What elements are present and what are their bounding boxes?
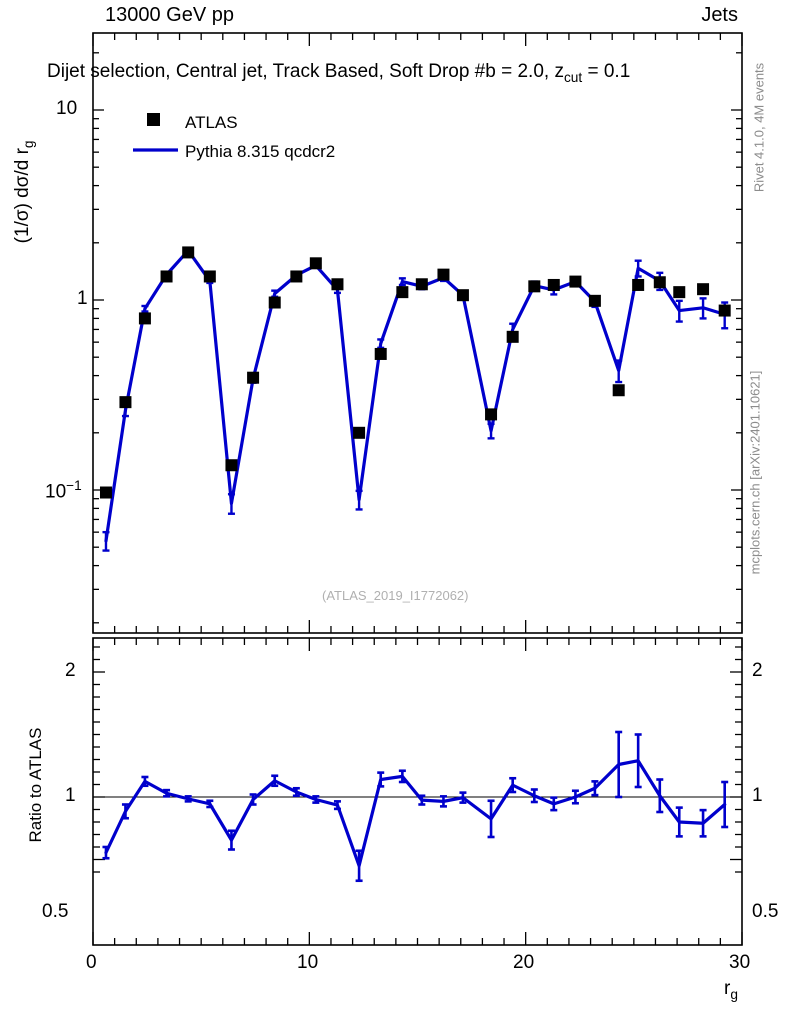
ratio-ytick-label-1-right: 1 xyxy=(752,785,763,806)
main-panel-frame xyxy=(92,32,743,634)
ratio-ytick-label-0.5-right: 0.5 xyxy=(752,901,779,922)
atlas-main-markers xyxy=(99,246,731,499)
legend-label-pythia: Pythia 8.315 qcdcr2 xyxy=(185,142,336,161)
legend-marker-atlas xyxy=(147,113,160,126)
x-axis-label-text: r xyxy=(724,978,731,999)
x-axis-label: rg xyxy=(724,978,738,1002)
ratio-ytick-label-0.5-left: 0.5 xyxy=(42,901,69,922)
xtick-label-30: 30 xyxy=(729,952,751,973)
legend-label-atlas: ATLAS xyxy=(185,113,238,132)
ratio-ytick-label-2-right: 2 xyxy=(752,660,763,681)
plot-title: Dijet selection, Central jet, Track Base… xyxy=(47,61,630,85)
xtick-label-20: 20 xyxy=(513,952,535,973)
plot-title-main: Dijet selection, Central jet, Track Base… xyxy=(47,61,564,82)
ratio-ytick-label-2-left: 2 xyxy=(65,660,76,681)
plot-title-tail: = 0.1 xyxy=(582,61,631,82)
pythia-main-line xyxy=(104,248,727,543)
ratio-panel-frame xyxy=(92,637,743,946)
plot-title-subscript: cut xyxy=(563,69,583,85)
ratio-x-ticks xyxy=(92,638,743,945)
x-axis-label-subscript: g xyxy=(730,986,738,1002)
pythia-ratio-errorbars xyxy=(102,730,729,883)
main-ytick-label-10: 10 xyxy=(56,98,78,119)
ratio-y-ticks xyxy=(93,646,742,873)
xtick-label-0: 0 xyxy=(86,952,97,973)
watermark-analysis-id: (ATLAS_2019_I1772062) xyxy=(322,588,469,603)
main-y-ticks xyxy=(93,52,742,624)
xtick-label-10: 10 xyxy=(297,952,319,973)
ratio-ytick-label-1-left: 1 xyxy=(65,785,76,806)
header-beam-label: 13000 GeV pp xyxy=(105,4,234,26)
main-x-ticks xyxy=(92,33,743,633)
main-ytick-label-0.1: 10−1 xyxy=(45,478,82,503)
header-category-label: Jets xyxy=(701,4,738,26)
main-ytick-label-1: 1 xyxy=(77,288,88,309)
pythia-ratio-line xyxy=(104,759,727,868)
